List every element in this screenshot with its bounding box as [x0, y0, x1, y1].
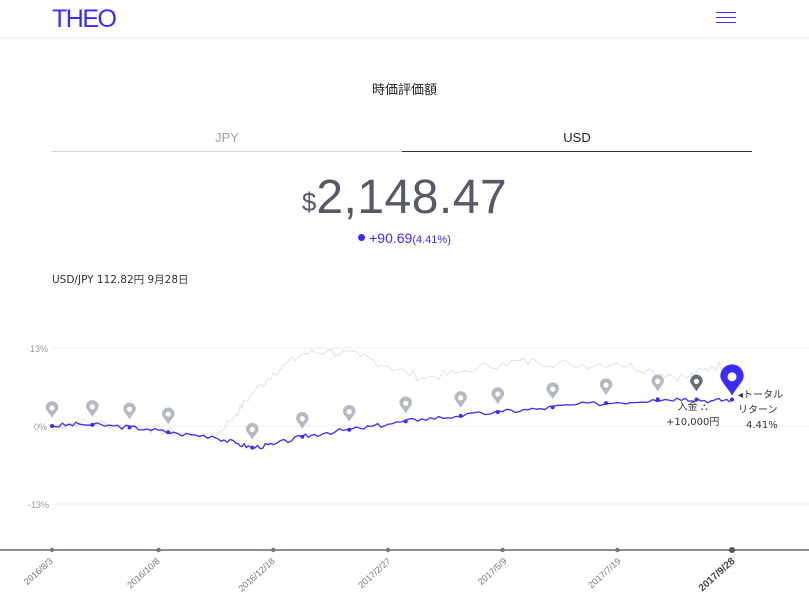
data-point [250, 445, 255, 450]
deposit-amount: +10,000円 [666, 417, 720, 428]
hamburger-menu-icon[interactable] [716, 11, 738, 25]
currency-tabs: JPY USD [52, 130, 752, 152]
x-axis-tick [500, 547, 505, 553]
pin-hole [126, 406, 133, 412]
performance-chart: 13% 0% -13% [0, 330, 809, 614]
portfolio-series-line [51, 397, 733, 450]
pin-hole [299, 416, 305, 422]
pin-hole [655, 378, 661, 384]
deposit-label: 入金 ⛬ [677, 402, 708, 413]
pin-hole [346, 409, 352, 415]
total-return-label: ◂トータル [738, 390, 784, 401]
change-percent: (4.41%) [412, 234, 451, 246]
data-point [730, 397, 734, 402]
chart-svg [0, 347, 809, 553]
theo-logo[interactable]: THEO [52, 5, 117, 33]
valuation-amount: $2,148.47 [0, 170, 809, 225]
y-tick-label: -13% [28, 500, 50, 510]
pin-hole [49, 405, 55, 411]
data-point [550, 405, 555, 410]
tab-jpy[interactable]: JPY [52, 130, 402, 152]
benchmark-series-line [51, 348, 733, 441]
currency-symbol: $ [301, 186, 317, 217]
y-tick-label: 0% [34, 422, 48, 432]
x-axis-tick [156, 547, 161, 553]
pin-hole [550, 386, 556, 392]
pin-hole [603, 382, 609, 388]
total-return-percent: 4.41% [746, 420, 778, 431]
pin-hole [458, 395, 464, 401]
data-point [458, 413, 463, 418]
x-axis-tick [49, 547, 55, 553]
deposit-annotation: 入金 ⛬ +10,000円 [666, 400, 719, 430]
change-value: +90.69 [369, 230, 413, 246]
data-point [403, 419, 408, 424]
app-header: THEO [0, 0, 809, 38]
pin-hole [727, 372, 737, 382]
data-point [90, 422, 95, 427]
tab-usd[interactable]: USD [402, 130, 752, 152]
valuation-change: +90.69(4.41%) [0, 230, 809, 248]
fx-rate: USD/JPY 112.82円 9月28日 [52, 274, 189, 286]
total-return-label-2: リターン [738, 405, 778, 416]
amount-value: 2,148.47 [316, 171, 508, 224]
pin-hole [693, 378, 700, 384]
x-axis-tick [729, 547, 735, 553]
data-point [604, 401, 609, 406]
data-point [300, 434, 305, 439]
data-point [166, 430, 171, 435]
data-point [347, 427, 352, 432]
change-dot-icon [358, 234, 366, 241]
data-point [655, 397, 660, 402]
data-point [50, 424, 54, 428]
y-tick-label: 13% [30, 344, 49, 354]
data-point [127, 425, 132, 430]
pin-hole [89, 404, 95, 410]
data-point [495, 410, 500, 415]
pin-hole [403, 400, 409, 406]
data-point [694, 397, 699, 402]
x-axis-tick [385, 547, 391, 553]
pin-hole [249, 426, 255, 433]
total-return-annotation: ◂トータル リターン 4.41% [738, 388, 783, 433]
section-title: 時価評価額 [371, 83, 437, 98]
pin-hole [495, 391, 501, 397]
pin-hole [165, 411, 171, 417]
x-axis-tick [615, 547, 620, 553]
x-axis-tick [271, 547, 276, 553]
